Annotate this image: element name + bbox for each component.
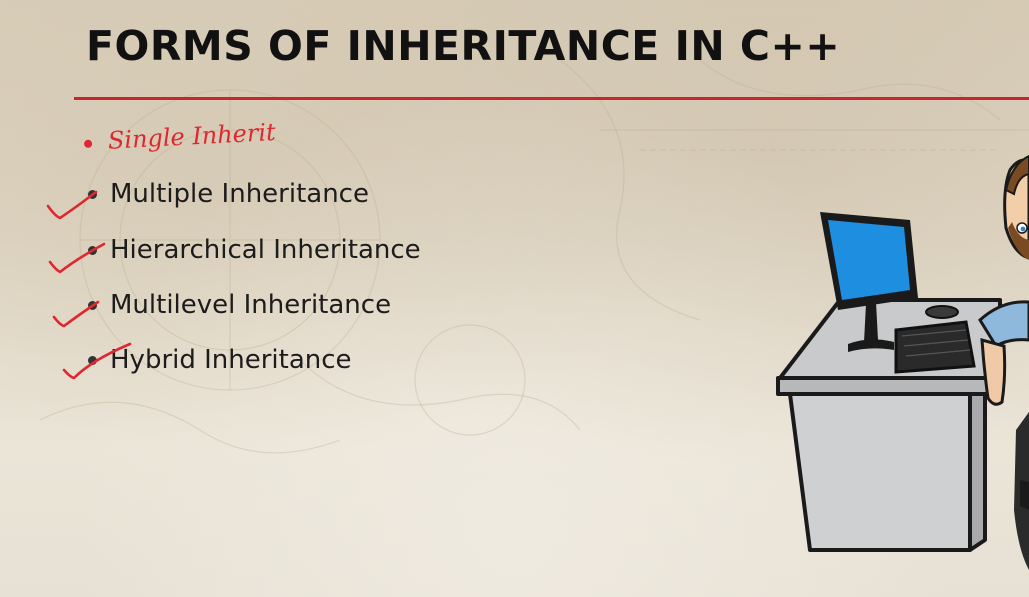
handwritten-bullet-icon	[83, 139, 93, 148]
person-at-computer-illustration	[776, 154, 1029, 570]
bullet-icon	[88, 356, 97, 365]
bullet-icon	[88, 190, 97, 199]
list-item-label: Multiple Inheritance	[110, 179, 369, 209]
list-item-label: Hierarchical Inheritance	[110, 235, 421, 265]
list-item-label: Hybrid Inheritance	[110, 345, 352, 375]
handwritten-note-text: Single Inherit	[107, 117, 277, 155]
title-underline	[74, 97, 1029, 100]
bullet-icon	[88, 301, 97, 310]
handwritten-note: Single Inherit	[83, 118, 276, 156]
bullet-icon	[88, 246, 97, 255]
slide-title: FORMS OF INHERITANCE IN C++	[86, 22, 841, 70]
list-item-label: Multilevel Inheritance	[110, 290, 392, 320]
